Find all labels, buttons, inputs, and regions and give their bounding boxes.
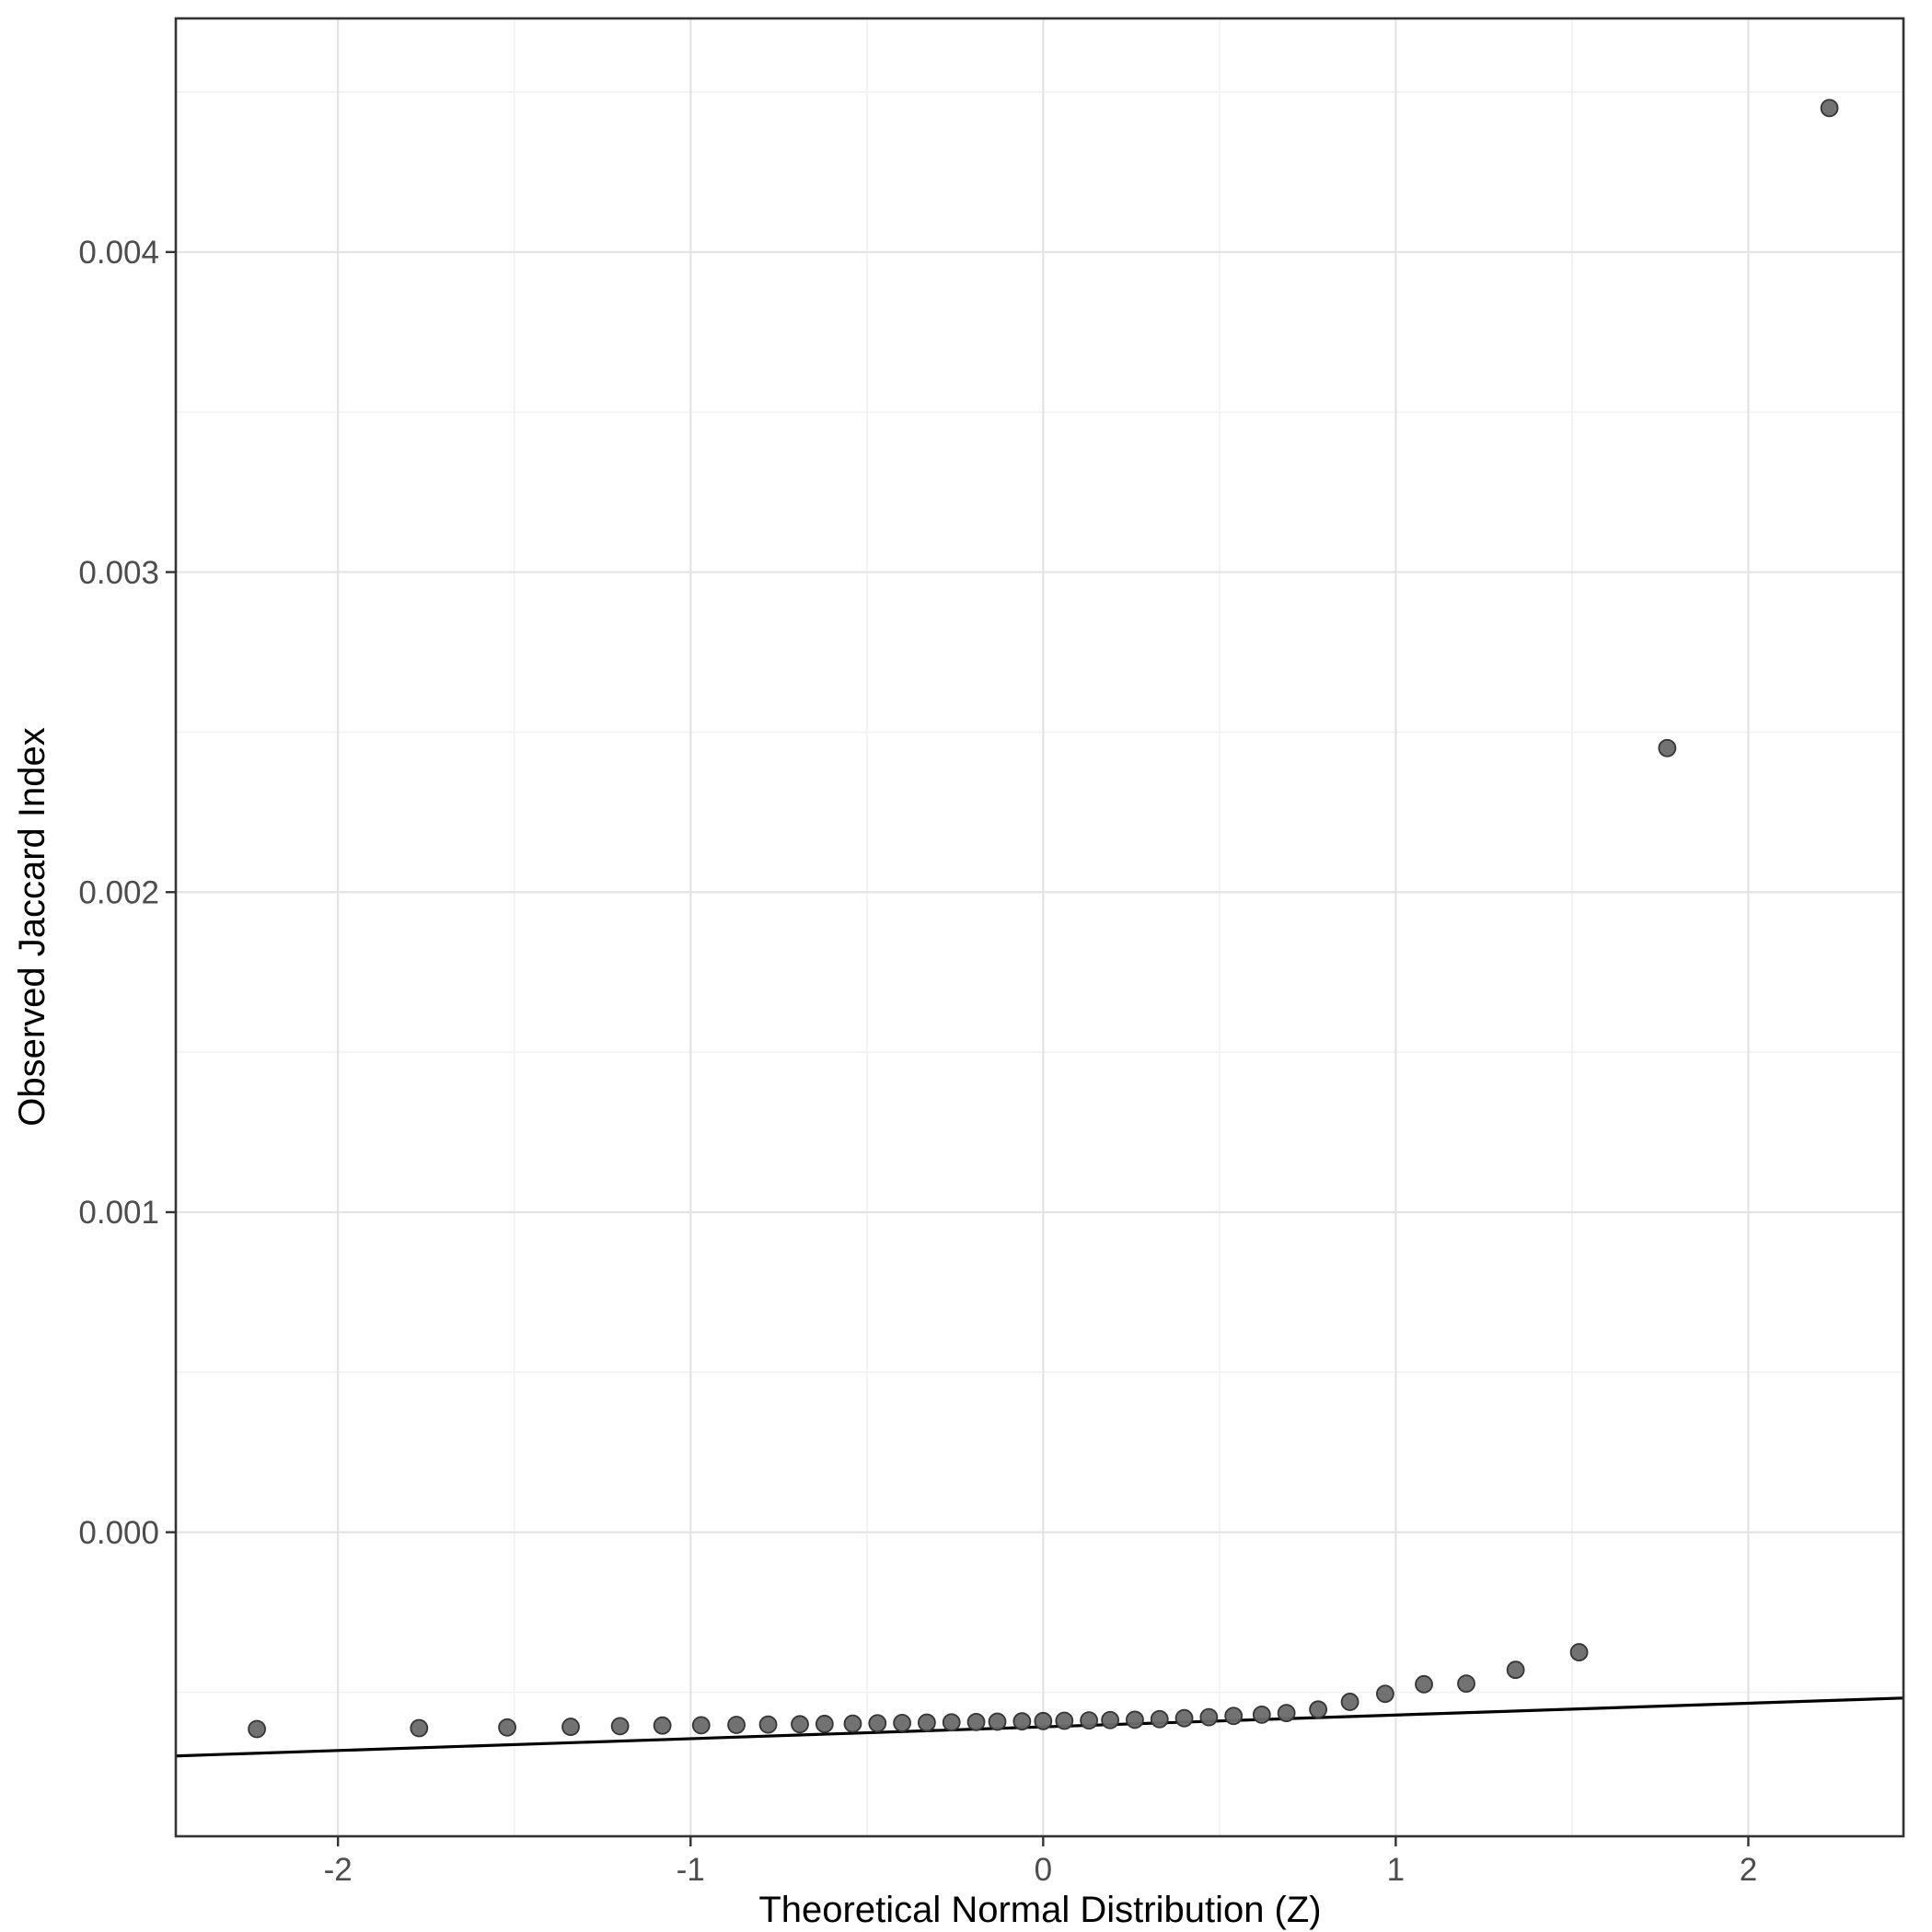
data-layer [175, 98, 1904, 1758]
x-axis-title: Theoretical Normal Distribution (Z) [758, 1890, 1321, 1930]
data-point [561, 1718, 580, 1736]
data-point [498, 1718, 516, 1737]
frame-layer [174, 17, 1905, 1838]
data-point [1224, 1706, 1244, 1726]
data-point [966, 1712, 986, 1731]
y-axis-title: Observed Jaccard Index [12, 727, 52, 1127]
data-point [653, 1716, 672, 1735]
data-point [918, 1713, 936, 1732]
y-tick-label: 0.003 [78, 555, 159, 591]
data-point [1506, 1660, 1525, 1680]
x-tick-label: -1 [677, 1852, 705, 1888]
data-point [410, 1718, 429, 1738]
data-point [791, 1715, 809, 1734]
panel-background [176, 18, 1903, 1836]
data-point [1340, 1693, 1359, 1711]
data-point [610, 1717, 630, 1736]
data-point [893, 1714, 912, 1732]
data-point [1820, 98, 1839, 118]
data-point [691, 1716, 711, 1735]
data-point [843, 1714, 862, 1733]
data-point [1055, 1711, 1074, 1730]
data-point [1101, 1710, 1120, 1730]
data-point [248, 1719, 267, 1739]
data-point [1126, 1710, 1144, 1730]
data-point [1658, 738, 1677, 758]
data-point [1252, 1705, 1271, 1724]
x-tick-label: 2 [1740, 1852, 1757, 1888]
data-point [1277, 1704, 1296, 1723]
data-point [1174, 1708, 1194, 1728]
data-point [1034, 1711, 1053, 1730]
data-point [727, 1716, 746, 1734]
data-point [1309, 1700, 1328, 1719]
data-point [1199, 1707, 1219, 1727]
x-tick-label: 1 [1387, 1852, 1405, 1888]
grid-layer [176, 18, 1903, 1836]
data-point [815, 1715, 834, 1733]
data-point [1457, 1674, 1475, 1694]
plot-panel [176, 18, 1903, 1836]
x-tick-label: 0 [1035, 1852, 1052, 1888]
y-tick-label: 0.000 [78, 1515, 159, 1551]
data-point [1150, 1709, 1169, 1729]
data-point [1415, 1674, 1433, 1694]
panel-border [174, 17, 1905, 1838]
y-tick-label: 0.004 [78, 235, 159, 271]
data-point [868, 1714, 887, 1733]
data-point [1080, 1711, 1099, 1730]
data-point [942, 1713, 961, 1732]
y-tick-label: 0.002 [78, 875, 159, 911]
data-point [1569, 1643, 1589, 1661]
data-point [758, 1715, 778, 1734]
x-tick-label: -2 [324, 1852, 353, 1888]
data-point [988, 1712, 1007, 1731]
y-tick-label: 0.001 [78, 1195, 159, 1231]
data-point [1376, 1684, 1394, 1704]
axis-layer: -2 -1 0 1 2 0.000 0.001 0.002 0.003 0.004 [78, 235, 1757, 1888]
data-point [1012, 1712, 1032, 1731]
